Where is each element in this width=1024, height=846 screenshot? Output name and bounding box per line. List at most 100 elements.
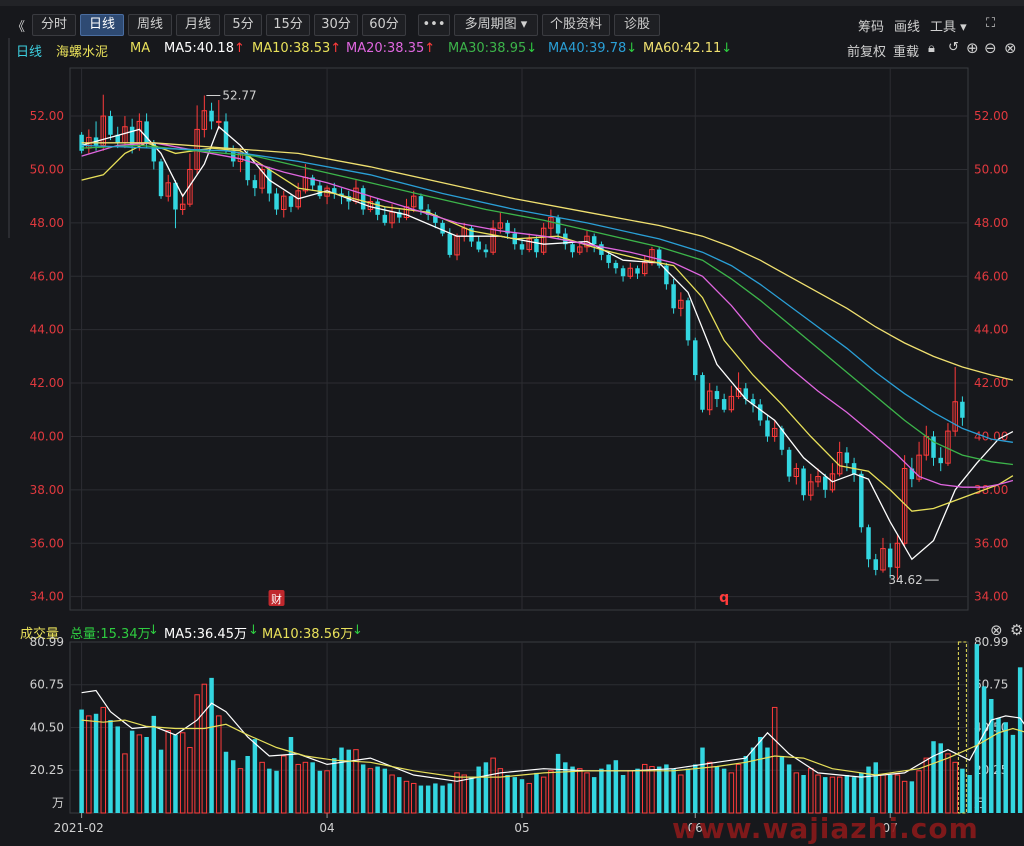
- volume-bar: [144, 736, 149, 813]
- candle-body: [613, 262, 619, 269]
- volume-ma5-arrow: ↓: [248, 623, 259, 638]
- candle-body: [880, 548, 886, 571]
- volume-bar: [859, 772, 864, 813]
- lock-icon[interactable]: 🔒︎: [928, 41, 935, 56]
- close-icon[interactable]: ⊗: [990, 621, 1003, 639]
- candle-body: [267, 169, 272, 194]
- ma-line-ma20: [81, 142, 1014, 488]
- volume-total: 总量:15.34万: [70, 627, 151, 642]
- ma-legend-arrow: ↓: [626, 41, 638, 56]
- volume-bar: [714, 766, 720, 813]
- volume-bar: [873, 762, 878, 813]
- more-button[interactable]: •••: [418, 14, 450, 36]
- price-tick-right: 34.00: [974, 590, 1008, 604]
- candle-body: [526, 238, 532, 251]
- volume-bar: [916, 770, 922, 814]
- volume-bar: [627, 770, 634, 814]
- plot-border: [69, 67, 969, 611]
- price-chart[interactable]: 52.00 52.00 50.00 50.00 48.00 48.00 46.00 46.00…: [0, 38, 1024, 618]
- volume-bar: [151, 715, 157, 813]
- candle-body: [829, 473, 836, 491]
- volume-bar: [433, 783, 438, 813]
- tab-weekly[interactable]: 周线: [128, 14, 172, 36]
- reload-button[interactable]: 重载: [893, 45, 920, 60]
- candle-body: [706, 390, 713, 411]
- candle-body: [274, 193, 279, 210]
- volume-bar: [649, 766, 655, 814]
- volume-chart[interactable]: 80.9980.9960.7560.7540.5040.5020.2520.25…: [0, 620, 1024, 846]
- gear-icon[interactable]: ⚙: [1010, 621, 1024, 639]
- volume-bar: [230, 760, 236, 813]
- candle-body: [685, 300, 691, 341]
- candle-body: [916, 454, 922, 480]
- candle-body: [779, 428, 785, 450]
- volume-bar: [165, 730, 171, 814]
- tab-60min[interactable]: 60分: [362, 14, 406, 36]
- volume-bar: [440, 785, 445, 813]
- volume-bar: [483, 762, 489, 813]
- volume-bar: [750, 747, 756, 813]
- candle-body: [909, 468, 915, 480]
- candle-body: [165, 182, 171, 197]
- low-price-label: 34.62: [888, 573, 922, 587]
- volume-bar: [844, 774, 850, 813]
- volume-tick-right: 60.75: [974, 678, 1008, 692]
- tab-5min[interactable]: 5分: [224, 14, 262, 36]
- diagnose-button[interactable]: 诊股: [614, 14, 660, 36]
- volume-bar: [339, 747, 344, 813]
- volume-bar: [252, 739, 258, 813]
- ma-line-ma30: [81, 144, 1013, 466]
- zoom-in-icon[interactable]: ⊕: [966, 39, 979, 57]
- volume-bar: [476, 766, 481, 813]
- candle-body: [570, 244, 575, 253]
- ma-line-ma40: [81, 144, 1013, 443]
- volume-bar: [201, 683, 208, 814]
- zoom-out-icon[interactable]: ⊖: [984, 39, 997, 57]
- adjust-mode[interactable]: 前复权: [847, 45, 887, 60]
- tools-dropdown[interactable]: 工具 ▾: [930, 20, 967, 35]
- volume-bar: [274, 770, 279, 813]
- candle-body: [635, 268, 640, 274]
- volume-tick-right: 80.99: [974, 635, 1008, 649]
- collapse-button[interactable]: 《: [12, 20, 26, 35]
- price-tick-right: 50.00: [974, 162, 1008, 176]
- volume-ma10-arrow: ↓: [352, 623, 363, 638]
- stock-profile-button[interactable]: 个股资料: [542, 14, 610, 36]
- candle-body: [483, 249, 489, 253]
- undo-icon[interactable]: ↺: [948, 40, 959, 55]
- tab-intraday[interactable]: 分时: [32, 14, 76, 36]
- volume-bar: [418, 785, 424, 813]
- tab-daily[interactable]: 日线: [80, 14, 124, 36]
- volume-bar: [641, 763, 648, 814]
- volume-bar: [887, 774, 893, 813]
- candle-body: [151, 142, 157, 162]
- candle-body: [627, 267, 634, 277]
- draw-line-button[interactable]: 画线: [894, 20, 921, 35]
- tab-15min[interactable]: 15分: [266, 14, 310, 36]
- volume-bar: [635, 768, 640, 813]
- candle-body: [382, 214, 388, 223]
- price-tick-left: 36.00: [30, 536, 64, 550]
- tab-30min[interactable]: 30分: [314, 14, 358, 36]
- multi-period-dropdown[interactable]: 多周期图 ▾: [454, 14, 538, 36]
- candle-body: [108, 116, 113, 135]
- ma-line-ma10: [81, 142, 1014, 512]
- tab-monthly[interactable]: 月线: [176, 14, 220, 36]
- x-tick-label: 2021-02: [54, 821, 104, 835]
- price-tick-left: 48.00: [30, 216, 64, 230]
- candle-body: [418, 196, 424, 210]
- volume-bar: [599, 768, 604, 813]
- candle-body: [360, 188, 366, 210]
- volume-bar: [829, 776, 836, 814]
- candle-body: [822, 476, 828, 490]
- price-tick-left: 46.00: [30, 269, 64, 283]
- candle-body: [144, 121, 149, 143]
- candle-body: [873, 559, 878, 570]
- chips-button[interactable]: 筹码: [858, 20, 885, 35]
- volume-ma5: MA5:36.45万: [164, 627, 247, 642]
- close-icon[interactable]: ⊗: [1004, 39, 1017, 57]
- volume-bar: [938, 743, 943, 813]
- volume-bar: [678, 774, 684, 814]
- fullscreen-icon[interactable]: ⛶: [986, 16, 996, 31]
- price-tick-left: 42.00: [30, 376, 64, 390]
